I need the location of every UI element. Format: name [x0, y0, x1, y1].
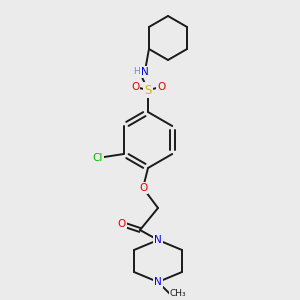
- Text: N: N: [154, 235, 162, 245]
- Text: N: N: [154, 235, 162, 245]
- Text: O: O: [131, 82, 139, 92]
- Text: Cl: Cl: [93, 153, 103, 163]
- Text: O: O: [118, 219, 126, 229]
- Text: CH₃: CH₃: [170, 290, 186, 298]
- Text: N: N: [141, 67, 149, 77]
- Text: O: O: [157, 82, 165, 92]
- Text: O: O: [139, 183, 147, 193]
- Text: H: H: [133, 68, 140, 76]
- Text: N: N: [154, 277, 162, 287]
- Text: S: S: [144, 83, 152, 97]
